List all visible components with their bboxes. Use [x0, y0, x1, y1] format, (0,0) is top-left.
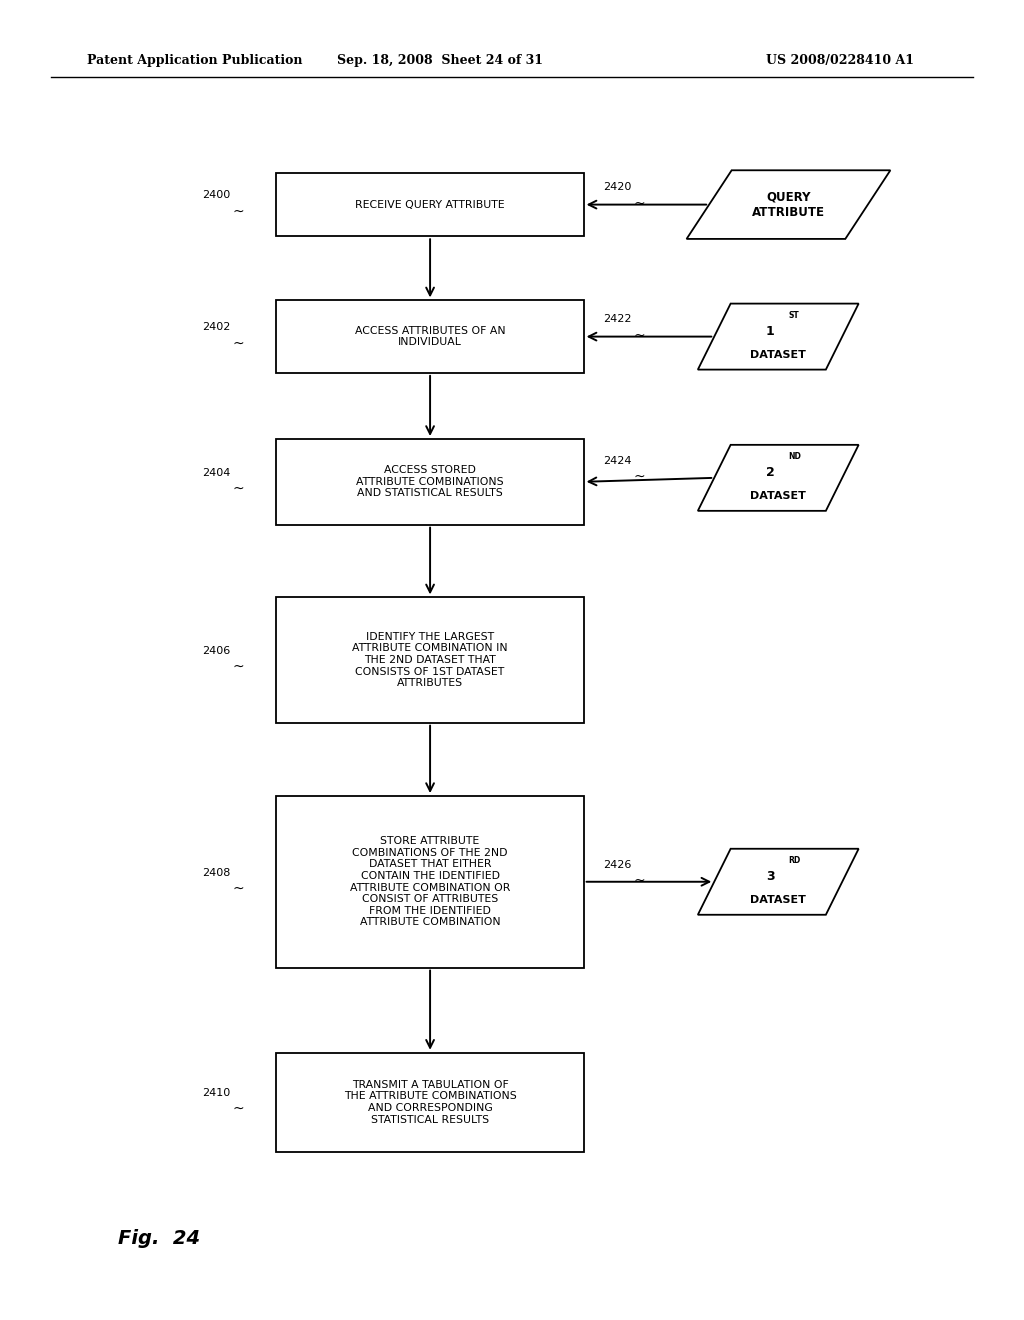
Text: 2426: 2426 — [603, 859, 632, 870]
Text: Fig.  24: Fig. 24 — [118, 1229, 200, 1247]
Text: 3: 3 — [766, 870, 774, 883]
Bar — [276, 796, 584, 968]
Text: STORE ATTRIBUTE
COMBINATIONS OF THE 2ND
DATASET THAT EITHER
CONTAIN THE IDENTIFI: STORE ATTRIBUTE COMBINATIONS OF THE 2ND … — [350, 836, 510, 928]
Text: IDENTIFY THE LARGEST
ATTRIBUTE COMBINATION IN
THE 2ND DATASET THAT
CONSISTS OF 1: IDENTIFY THE LARGEST ATTRIBUTE COMBINATI… — [352, 632, 508, 688]
Text: QUERY
ATTRIBUTE: QUERY ATTRIBUTE — [752, 190, 825, 219]
Text: ~: ~ — [232, 882, 244, 895]
Text: RECEIVE QUERY ATTRIBUTE: RECEIVE QUERY ATTRIBUTE — [355, 199, 505, 210]
Text: ~: ~ — [634, 874, 645, 887]
Text: ND: ND — [788, 453, 802, 461]
Text: Sep. 18, 2008  Sheet 24 of 31: Sep. 18, 2008 Sheet 24 of 31 — [337, 54, 544, 67]
Text: ~: ~ — [232, 1102, 244, 1115]
Text: DATASET: DATASET — [751, 350, 806, 360]
Text: ~: ~ — [232, 337, 244, 350]
Text: ~: ~ — [634, 329, 645, 342]
Text: ~: ~ — [232, 660, 244, 673]
Bar — [276, 173, 584, 236]
Text: 2400: 2400 — [202, 190, 230, 201]
Bar — [276, 1053, 584, 1151]
Text: 2424: 2424 — [603, 455, 632, 466]
Bar — [276, 300, 584, 372]
Text: ~: ~ — [634, 197, 645, 210]
Text: 2410: 2410 — [202, 1088, 230, 1098]
Polygon shape — [686, 170, 891, 239]
Text: 2: 2 — [766, 466, 774, 479]
Text: ACCESS STORED
ATTRIBUTE COMBINATIONS
AND STATISTICAL RESULTS: ACCESS STORED ATTRIBUTE COMBINATIONS AND… — [356, 465, 504, 499]
Text: RD: RD — [788, 857, 801, 865]
Text: ~: ~ — [634, 470, 645, 483]
Text: ST: ST — [788, 312, 799, 319]
Text: ~: ~ — [232, 482, 244, 495]
Text: 2404: 2404 — [202, 467, 230, 478]
Text: US 2008/0228410 A1: US 2008/0228410 A1 — [766, 54, 913, 67]
Bar — [276, 438, 584, 524]
Polygon shape — [698, 445, 858, 511]
Text: 2422: 2422 — [603, 314, 632, 325]
Polygon shape — [698, 304, 858, 370]
Text: 1: 1 — [766, 325, 774, 338]
Text: 2406: 2406 — [202, 645, 230, 656]
Text: DATASET: DATASET — [751, 491, 806, 502]
Text: ~: ~ — [232, 205, 244, 218]
Text: DATASET: DATASET — [751, 895, 806, 906]
Polygon shape — [698, 849, 858, 915]
Text: Patent Application Publication: Patent Application Publication — [87, 54, 302, 67]
Text: 2408: 2408 — [202, 867, 230, 878]
Text: 2420: 2420 — [603, 182, 632, 193]
Text: TRANSMIT A TABULATION OF
THE ATTRIBUTE COMBINATIONS
AND CORRESPONDING
STATISTICA: TRANSMIT A TABULATION OF THE ATTRIBUTE C… — [344, 1080, 516, 1125]
Text: ACCESS ATTRIBUTES OF AN
INDIVIDUAL: ACCESS ATTRIBUTES OF AN INDIVIDUAL — [354, 326, 506, 347]
Bar — [276, 597, 584, 722]
Text: 2402: 2402 — [202, 322, 230, 333]
